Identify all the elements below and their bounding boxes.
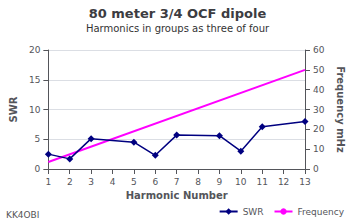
svg-text:10: 10 — [313, 144, 325, 154]
svg-text:0: 0 — [35, 164, 41, 174]
svg-text:3: 3 — [88, 177, 94, 187]
svg-text:Frequency mHz: Frequency mHz — [335, 66, 346, 153]
svg-text:5: 5 — [35, 134, 41, 144]
svg-text:Harmonics in groups as three o: Harmonics in groups as three of four — [86, 23, 270, 34]
svg-text:60: 60 — [313, 45, 325, 55]
svg-text:10: 10 — [235, 177, 247, 187]
svg-text:KK4OBI: KK4OBI — [6, 210, 39, 220]
svg-text:8: 8 — [195, 177, 201, 187]
svg-text:6: 6 — [152, 177, 158, 187]
svg-text:5: 5 — [131, 177, 137, 187]
svg-text:11: 11 — [256, 177, 267, 187]
svg-text:20: 20 — [29, 45, 41, 55]
svg-text:Harmonic Number: Harmonic Number — [126, 190, 228, 201]
svg-text:80 meter 3/4 OCF dipole: 80 meter 3/4 OCF dipole — [89, 6, 267, 21]
svg-text:SWR: SWR — [8, 96, 19, 122]
svg-text:9: 9 — [217, 177, 223, 187]
svg-text:12: 12 — [278, 177, 289, 187]
svg-text:20: 20 — [313, 124, 325, 134]
svg-text:0: 0 — [313, 164, 319, 174]
svg-text:4: 4 — [110, 177, 116, 187]
svg-text:7: 7 — [174, 177, 180, 187]
svg-text:2: 2 — [67, 177, 73, 187]
svg-text:50: 50 — [313, 65, 325, 75]
svg-text:1: 1 — [45, 177, 51, 187]
svg-text:10: 10 — [29, 105, 41, 115]
svg-text:30: 30 — [313, 105, 325, 115]
svg-text:SWR: SWR — [243, 207, 264, 217]
svg-text:Frequency: Frequency — [298, 207, 345, 217]
svg-text:13: 13 — [299, 177, 310, 187]
svg-text:15: 15 — [29, 75, 40, 85]
svg-text:40: 40 — [313, 85, 325, 95]
